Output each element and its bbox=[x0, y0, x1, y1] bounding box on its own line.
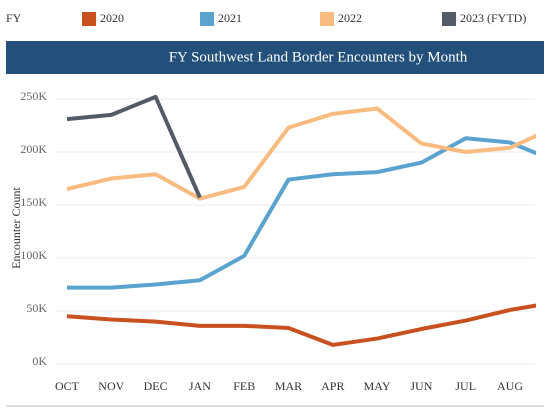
legend-swatch bbox=[320, 12, 334, 26]
x-tick-label: JUL bbox=[455, 379, 476, 393]
legend-label: 2022 bbox=[338, 11, 362, 25]
series-line bbox=[66, 106, 536, 201]
plot bbox=[66, 94, 536, 347]
chart-title: FY Southwest Land Border Encounters by M… bbox=[169, 49, 468, 65]
legend-label: 2020 bbox=[100, 11, 124, 25]
x-tick-label: FEB bbox=[233, 379, 255, 393]
x-tick-label: AUG bbox=[497, 379, 523, 393]
legend-swatch bbox=[200, 12, 214, 26]
y-tick-label: 200K bbox=[20, 142, 47, 156]
x-tick-label: DEC bbox=[144, 379, 168, 393]
x-tick-label: NOV bbox=[98, 379, 124, 393]
legend-label: 2023 (FYTD) bbox=[460, 11, 526, 25]
grid bbox=[56, 98, 535, 365]
y-tick-label: 150K bbox=[20, 195, 47, 209]
series-line bbox=[67, 136, 536, 290]
x-tick-label: JUN bbox=[410, 379, 432, 393]
series-line bbox=[66, 303, 536, 347]
legend-swatch bbox=[82, 12, 96, 26]
legend-label: 2021 bbox=[218, 11, 242, 25]
y-tick-label: 0K bbox=[32, 354, 47, 368]
x-tick-label: MAY bbox=[364, 379, 391, 393]
series-line bbox=[66, 94, 202, 199]
y-tick-label: 250K bbox=[20, 89, 47, 103]
x-tick-label: APR bbox=[321, 379, 344, 393]
x-tick-label: JAN bbox=[189, 379, 211, 393]
x-tick-label: MAR bbox=[275, 379, 302, 393]
legend-swatch bbox=[442, 12, 456, 26]
y-tick-label: 50K bbox=[26, 301, 47, 315]
legend-title: FY bbox=[6, 11, 22, 25]
x-tick-label: OCT bbox=[55, 379, 80, 393]
title-bar bbox=[6, 41, 544, 74]
y-tick-label: 100K bbox=[20, 248, 47, 262]
y-axis-title: Encounter Count bbox=[9, 187, 23, 269]
